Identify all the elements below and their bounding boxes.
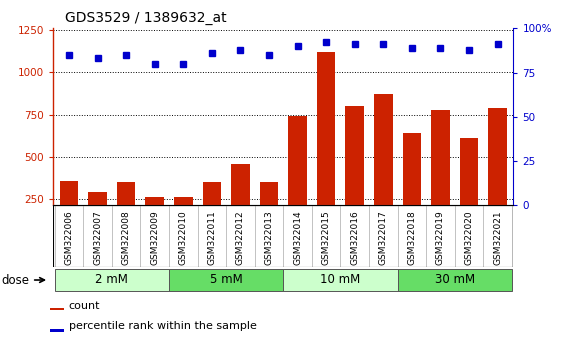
Text: count: count: [68, 301, 100, 311]
Bar: [117, 182, 135, 242]
Bar: [145, 197, 164, 242]
Bar: [169, 269, 283, 291]
Text: GSM322019: GSM322019: [436, 210, 445, 265]
Bar: [288, 115, 307, 242]
Text: 30 mM: 30 mM: [435, 273, 475, 286]
Text: GSM322021: GSM322021: [493, 210, 502, 265]
Bar: [55, 269, 169, 291]
Text: GSM322012: GSM322012: [236, 210, 245, 265]
Text: GDS3529 / 1389632_at: GDS3529 / 1389632_at: [65, 11, 226, 25]
Text: GSM322015: GSM322015: [321, 210, 330, 265]
Bar: [59, 181, 79, 242]
Bar: [283, 269, 398, 291]
Text: GSM322010: GSM322010: [179, 210, 188, 265]
Bar: [398, 269, 512, 291]
Bar: [88, 192, 107, 242]
Text: 10 mM: 10 mM: [320, 273, 361, 286]
Text: dose: dose: [1, 274, 44, 286]
Bar: [203, 182, 221, 242]
Bar: [460, 138, 479, 242]
Bar: [346, 106, 364, 242]
Bar: [317, 52, 335, 242]
Text: GSM322018: GSM322018: [407, 210, 416, 265]
Text: GSM322014: GSM322014: [293, 210, 302, 265]
Bar: [50, 308, 64, 310]
Bar: [174, 197, 192, 242]
Bar: [374, 95, 393, 242]
Text: GSM322016: GSM322016: [350, 210, 359, 265]
Bar: [231, 164, 250, 242]
Bar: [488, 108, 507, 242]
Text: GSM322020: GSM322020: [465, 210, 473, 265]
Text: 2 mM: 2 mM: [95, 273, 128, 286]
Bar: [403, 133, 421, 242]
Text: GSM322006: GSM322006: [65, 210, 73, 265]
Text: GSM322011: GSM322011: [208, 210, 217, 265]
Text: percentile rank within the sample: percentile rank within the sample: [68, 321, 256, 331]
Bar: [431, 110, 450, 242]
Text: GSM322009: GSM322009: [150, 210, 159, 265]
Text: GSM322013: GSM322013: [265, 210, 274, 265]
Text: 5 mM: 5 mM: [210, 273, 242, 286]
Bar: [50, 329, 64, 332]
Text: GSM322017: GSM322017: [379, 210, 388, 265]
Text: GSM322008: GSM322008: [122, 210, 131, 265]
Text: GSM322007: GSM322007: [93, 210, 102, 265]
Bar: [260, 182, 278, 242]
